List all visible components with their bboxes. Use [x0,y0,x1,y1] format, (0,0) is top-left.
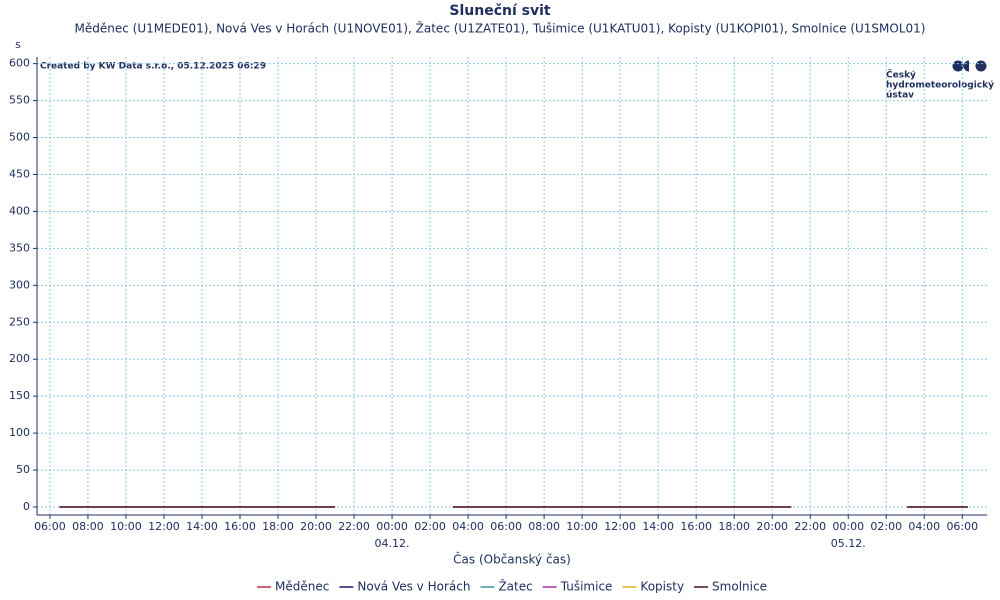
x-tick-label: 16:00 [680,520,712,533]
x-tick-label: 14:00 [642,520,674,533]
x-tick-label: 00:00 [832,520,864,533]
legend-item: Žatec [480,579,533,594]
legend-label: Smolnice [712,580,767,594]
y-tick-label: 500 [9,131,30,144]
x-tick-label: 22:00 [338,520,370,533]
x-date-label: 05.12. [831,537,866,550]
x-tick-label: 04:00 [452,520,484,533]
legend-label: Měděnec [275,580,329,594]
legend-item: Kopisty [622,580,684,594]
x-tick-label: 02:00 [870,520,902,533]
logo: Český hydrometeorologický ústav [886,60,994,101]
x-tick-label: 10:00 [110,520,142,533]
x-tick-label: 06:00 [946,520,978,533]
chart-title: Sluneční svit [449,3,551,19]
x-tick-label: 12:00 [148,520,180,533]
logo-dot [952,60,964,72]
legend-label: Nová Ves v Horách [357,580,470,594]
y-tick-label: 450 [9,167,30,180]
legend: Měděnec Nová Ves v Horách Žatec Tušimice Kop… [257,579,767,594]
x-date-label: 04.12. [375,537,410,550]
y-tick-label: 200 [9,352,30,365]
y-tick-label: 0 [23,500,30,513]
x-tick-label: 20:00 [756,520,788,533]
x-tick-label: 16:00 [224,520,256,533]
legend-label: Tušimice [560,580,613,594]
x-tick-label: 06:00 [490,520,522,533]
y-tick-label: 100 [9,426,30,439]
x-tick-label: 08:00 [528,520,560,533]
x-tick-label: 02:00 [414,520,446,533]
y-unit: s [15,38,21,51]
x-tick-label: 10:00 [566,520,598,533]
chart-subtitle: Měděnec (U1MEDE01), Nová Ves v Horách (U… [75,21,926,36]
legend-label: Žatec [498,579,532,594]
logo-text: ústav [886,91,914,101]
logo-half [963,60,969,72]
x-axis-title: Čas (Občanský čas) [453,552,571,567]
created-by: Created by KW Data s.r.o., 05.12.2025 06… [40,62,266,72]
x-tick-label: 14:00 [186,520,218,533]
legend-label: Kopisty [640,580,684,594]
y-tick-label: 550 [9,94,30,107]
y-tick-label: 400 [9,204,30,217]
y-tick-label: 600 [9,57,30,70]
x-tick-label: 18:00 [262,520,294,533]
y-tick-label: 250 [9,315,30,328]
logo-text: Český [886,69,916,81]
legend-item: Smolnice [694,580,767,594]
y-tick-label: 350 [9,241,30,254]
x-tick-label: 08:00 [72,520,104,533]
legend-item: Tušimice [542,580,613,594]
x-tick-label: 00:00 [376,520,408,533]
logo-text: hydrometeorologický [886,81,994,91]
y-tick-label: 150 [9,389,30,402]
y-tick-label: 300 [9,278,30,291]
x-tick-label: 06:00 [34,520,66,533]
legend-item: Měděnec [257,580,329,594]
logo-dot [975,60,987,72]
y-tick-label: 50 [16,463,30,476]
x-tick-label: 20:00 [300,520,332,533]
x-tick-label: 12:00 [604,520,636,533]
legend-item: Nová Ves v Horách [339,580,470,594]
x-tick-label: 22:00 [794,520,826,533]
x-tick-label: 18:00 [718,520,750,533]
x-tick-label: 04:00 [908,520,940,533]
